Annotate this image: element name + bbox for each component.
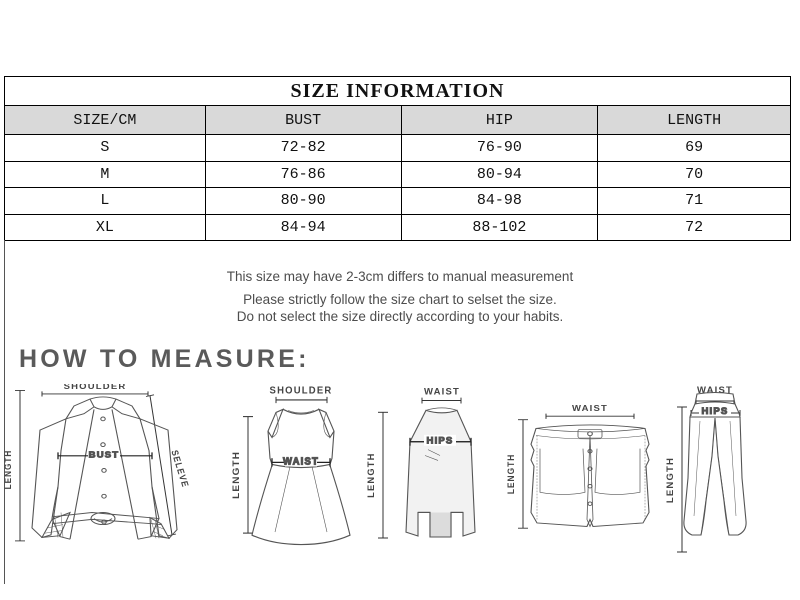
svg-text:WAIST: WAIST: [572, 403, 608, 412]
svg-text:HIPS: HIPS: [702, 406, 729, 417]
svg-text:LENGTH: LENGTH: [505, 454, 516, 494]
svg-text:SHOULDER: SHOULDER: [64, 384, 127, 391]
svg-text:WAIST: WAIST: [424, 386, 460, 397]
svg-text:LENGTH: LENGTH: [665, 457, 676, 503]
svg-text:BUST: BUST: [89, 450, 120, 459]
svg-text:WAIST: WAIST: [697, 385, 733, 396]
svg-text:LENGTH: LENGTH: [365, 452, 376, 497]
svg-text:HIPS: HIPS: [427, 435, 454, 446]
svg-text:LENGTH: LENGTH: [2, 450, 13, 490]
svg-text:SHOULDER: SHOULDER: [270, 386, 333, 397]
svg-text:WAIST: WAIST: [283, 456, 319, 467]
svg-text:LENGTH: LENGTH: [231, 451, 242, 499]
